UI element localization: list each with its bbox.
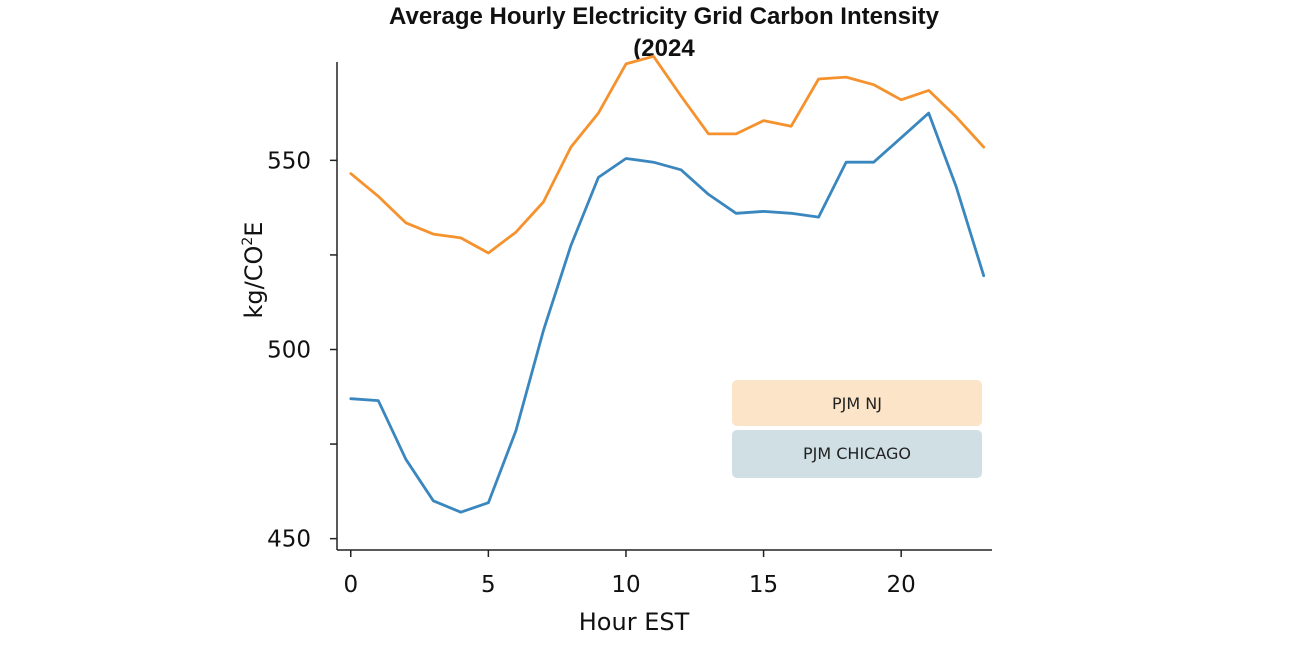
y-axis-label-tail: E [240, 222, 268, 237]
y-axis-label: kg/CO2E [240, 222, 268, 319]
x-ticks: 0 5 10 15 20 [343, 550, 916, 598]
x-tick-label: 15 [749, 572, 778, 598]
x-axis-label: Hour EST [579, 608, 690, 636]
legend: PJM NJ PJM CHICAGO [732, 380, 982, 478]
x-tick-label: 5 [481, 572, 496, 598]
legend-label-pjm-chicago: PJM CHICAGO [803, 444, 911, 463]
chart-title-line2: (2024 [633, 35, 695, 62]
legend-box-pjm-nj [732, 380, 982, 426]
chart-title-line1: Average Hourly Electricity Grid Carbon I… [389, 3, 940, 30]
series-line-pjm-chicago [349, 111, 986, 514]
y-axis-label-main: kg/CO [240, 246, 268, 319]
y-tick-label: 500 [267, 338, 311, 364]
y-tick-label: 450 [267, 527, 311, 553]
legend-box-pjm-chicago [732, 430, 982, 478]
series-line-pjm-nj [349, 54, 986, 255]
x-tick-label: 0 [343, 572, 358, 598]
series-lines [349, 54, 986, 514]
y-ticks: 450 500 550 [267, 148, 337, 553]
y-tick-label: 550 [267, 148, 311, 174]
x-tick-label: 20 [887, 572, 916, 598]
legend-label-pjm-nj: PJM NJ [832, 394, 882, 413]
y-axis-label-superscript: 2 [240, 237, 256, 246]
x-tick-label: 10 [611, 572, 640, 598]
